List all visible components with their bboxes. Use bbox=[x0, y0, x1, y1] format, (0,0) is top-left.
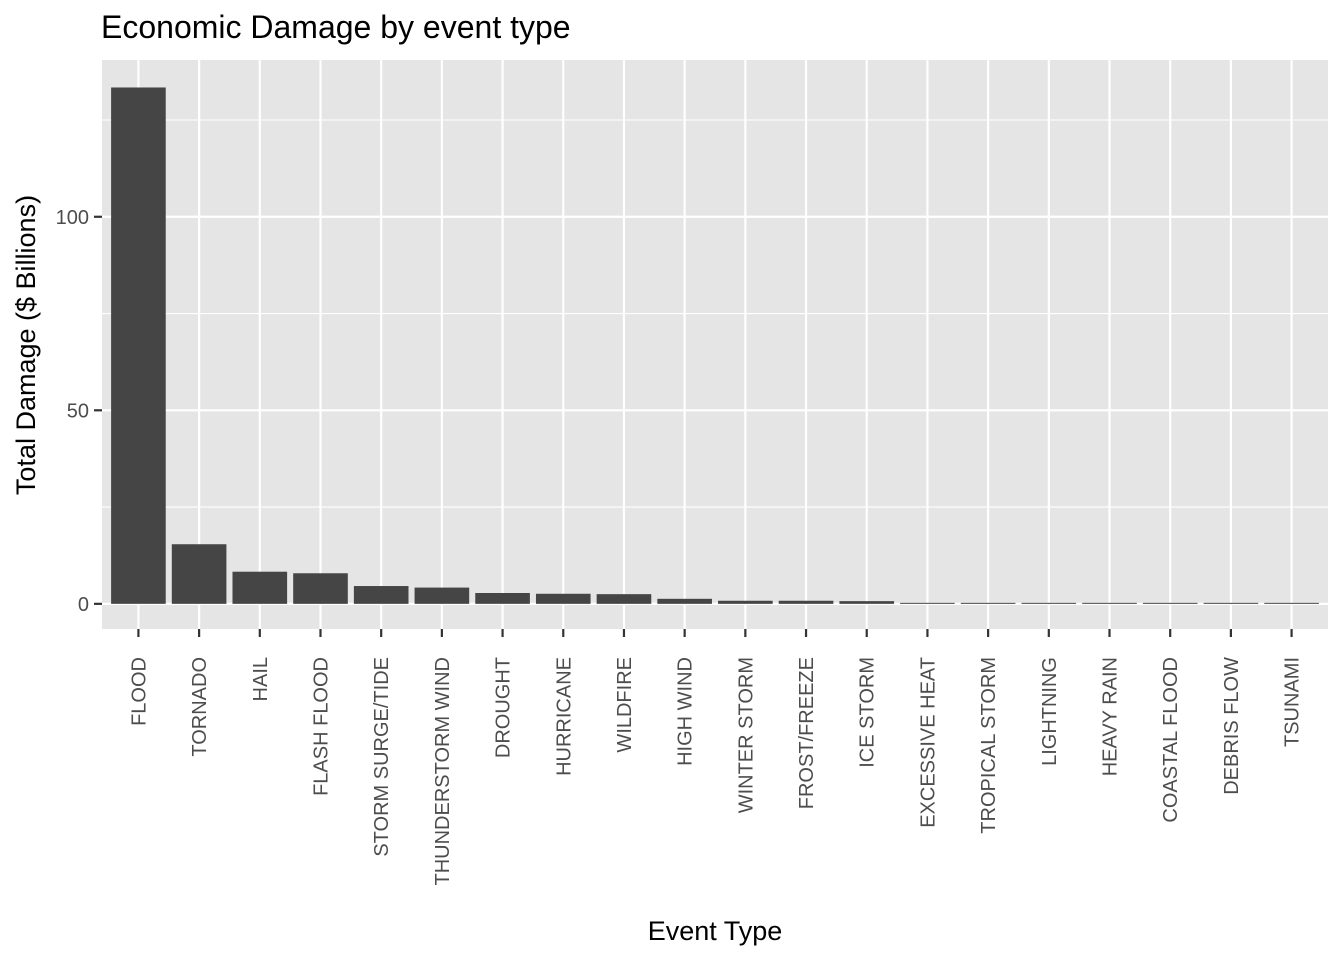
bar-9 bbox=[657, 598, 712, 604]
x-tick-label-11: FROST/FREEZE bbox=[796, 657, 818, 809]
bar-7 bbox=[535, 593, 591, 604]
x-tick-label-15: LIGHTNING bbox=[1039, 657, 1061, 766]
bar-1 bbox=[171, 544, 227, 604]
x-tick-label-1: TORNADO bbox=[189, 657, 211, 757]
bar-4 bbox=[353, 586, 409, 604]
x-tick-label-7: HURRICANE bbox=[553, 657, 575, 776]
bar-16 bbox=[1082, 602, 1137, 604]
x-tick-label-3: FLASH FLOOD bbox=[310, 657, 332, 796]
grid-major bbox=[102, 60, 1328, 629]
x-tick-label-10: WINTER STORM bbox=[735, 657, 757, 813]
plot-panel bbox=[102, 60, 1328, 629]
y-axis: 0 50 100 bbox=[56, 207, 102, 616]
grid-minor bbox=[102, 119, 1328, 508]
x-axis: FLOOD TORNADO HAIL FLASH FLOOD STORM SURGE/T… bbox=[128, 629, 1304, 886]
bar-15 bbox=[1021, 602, 1077, 604]
x-tick-label-12: ICE STORM bbox=[857, 657, 879, 768]
bar-5 bbox=[414, 587, 470, 604]
x-tick-label-8: WILDFIRE bbox=[614, 657, 636, 753]
bar-18 bbox=[1203, 602, 1259, 604]
y-tick-label-0: 0 bbox=[78, 594, 89, 616]
bar-2 bbox=[232, 571, 288, 604]
bar-13 bbox=[900, 602, 955, 604]
x-tick-label-16: HEAVY RAIN bbox=[1100, 657, 1122, 776]
bar-10 bbox=[718, 600, 773, 604]
bar-6 bbox=[475, 593, 530, 604]
bar-3 bbox=[293, 573, 348, 604]
x-tick-label-6: DROUGHT bbox=[493, 657, 515, 758]
bar-12 bbox=[839, 601, 895, 604]
y-tick-label-2: 100 bbox=[56, 207, 89, 229]
y-tick-label-1: 50 bbox=[67, 400, 89, 422]
bar-17 bbox=[1142, 602, 1198, 604]
x-tick-label-5: THUNDERSTORM WIND bbox=[432, 657, 454, 886]
x-tick-label-19: TSUNAMI bbox=[1282, 657, 1304, 747]
bar-8 bbox=[596, 594, 652, 604]
chart-title: Economic Damage by event type bbox=[101, 9, 571, 45]
x-tick-label-17: COASTAL FLOOD bbox=[1160, 657, 1182, 823]
x-tick-label-9: HIGH WIND bbox=[675, 657, 697, 766]
x-tick-label-13: EXCESSIVE HEAT bbox=[917, 657, 939, 828]
x-axis-title: Event Type bbox=[648, 916, 783, 946]
x-tick-label-18: DEBRIS FLOW bbox=[1221, 657, 1243, 795]
x-tick-label-2: HAIL bbox=[250, 657, 272, 701]
x-tick-label-0: FLOOD bbox=[128, 657, 150, 726]
x-tick-label-4: STORM SURGE/TIDE bbox=[371, 657, 393, 857]
x-tick-label-14: TROPICAL STORM bbox=[978, 657, 1000, 834]
bar-11 bbox=[778, 600, 834, 604]
bar-14 bbox=[960, 602, 1016, 604]
bars bbox=[111, 87, 1319, 604]
bar-0 bbox=[111, 87, 166, 604]
y-axis-title: Total Damage ($ Billions) bbox=[11, 195, 41, 495]
bar-19 bbox=[1264, 602, 1319, 604]
